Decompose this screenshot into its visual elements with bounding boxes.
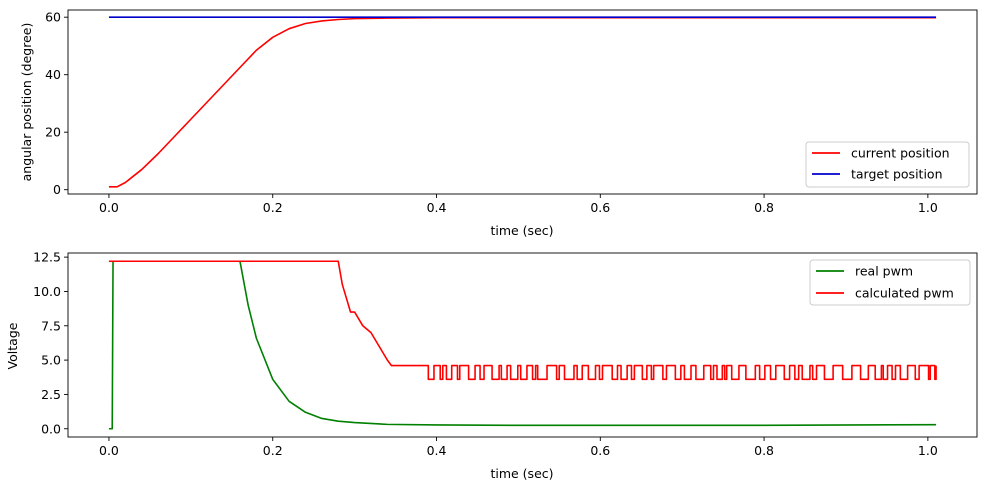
voltage-series-group: [108, 260, 937, 430]
voltage-y-tick-label: 10.0: [33, 284, 61, 299]
legend-label-real-pwm: real pwm: [855, 264, 913, 279]
position-x-tick-label: 0.2: [263, 200, 283, 215]
voltage-legend-box: [809, 259, 971, 306]
position-series-group: [108, 16, 937, 188]
legend-label-target-position: target position: [851, 167, 943, 182]
legend-label-current-position: current position: [851, 146, 950, 161]
voltage-x-tick-label: 0.4: [427, 443, 447, 458]
position-x-tick-label: 0.4: [427, 200, 447, 215]
series-line-calculated-pwm: [108, 260, 937, 381]
voltage-x-tick-label: 0.8: [754, 443, 774, 458]
voltage-x-tick-label: 0.0: [99, 443, 119, 458]
voltage-y-tick-label: 7.5: [41, 318, 61, 333]
voltage-x-tick-label: 0.6: [590, 443, 610, 458]
voltage-x-ticks: 0.0 0.2 0.4 0.6 0.8 1.0: [99, 437, 938, 458]
position-x-tick-label: 0.6: [590, 200, 610, 215]
position-axes-frame: [67, 9, 978, 195]
voltage-y-tick-label: 12.5: [33, 250, 61, 265]
voltage-legend: real pwm calculated pwm: [809, 259, 971, 306]
position-x-axis-label: time (sec): [490, 223, 553, 238]
position-y-ticks: 0 20 40 60: [45, 10, 68, 197]
position-x-tick-label: 1.0: [918, 200, 938, 215]
position-y-axis-label: angular position (degree): [19, 23, 34, 182]
voltage-x-tick-label: 1.0: [918, 443, 938, 458]
voltage-x-axis-label: time (sec): [490, 466, 553, 481]
legend-label-calculated-pwm: calculated pwm: [855, 286, 954, 301]
position-x-tick-label: 0.8: [754, 200, 774, 215]
voltage-y-tick-label: 0.0: [41, 421, 61, 436]
position-x-ticks: 0.0 0.2 0.4 0.6 0.8 1.0: [99, 194, 938, 215]
position-legend: current position target position: [805, 141, 970, 188]
voltage-y-axis-label: Voltage: [5, 322, 20, 369]
position-y-tick-label: 40: [45, 67, 61, 82]
position-y-tick-label: 60: [45, 10, 61, 25]
position-legend-box: [805, 141, 970, 188]
voltage-y-tick-label: 5.0: [41, 353, 61, 368]
voltage-x-tick-label: 0.2: [263, 443, 283, 458]
position-x-tick-label: 0.0: [99, 200, 119, 215]
voltage-y-ticks: 0.0 2.5 5.0 7.5 10.0 12.5: [33, 250, 68, 436]
position-subplot: 0.0 0.2 0.4 0.6 0.8 1.0 0 20 40 60 time (sec) an…: [19, 9, 978, 238]
position-y-tick-label: 20: [45, 125, 61, 140]
voltage-y-tick-label: 2.5: [41, 387, 61, 402]
voltage-subplot: 0.0 0.2 0.4 0.6 0.8 1.0 0.02.55.07.510.012.5 …: [5, 250, 978, 481]
voltage-axes-frame: [67, 252, 978, 438]
position-y-tick-label: 0: [53, 182, 61, 197]
